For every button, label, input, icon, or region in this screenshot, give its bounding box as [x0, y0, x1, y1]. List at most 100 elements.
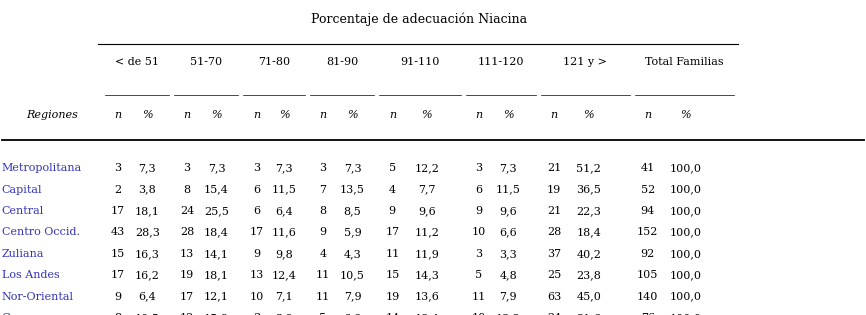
Text: 45,0: 45,0 [577, 292, 601, 302]
Text: n: n [551, 110, 558, 120]
Text: 5: 5 [389, 163, 396, 173]
Text: 6: 6 [253, 206, 260, 216]
Text: Metropolitana: Metropolitana [2, 163, 82, 173]
Text: 13,6: 13,6 [415, 292, 439, 302]
Text: 6,6: 6,6 [500, 227, 517, 238]
Text: 23,8: 23,8 [577, 270, 601, 280]
Text: 18,4: 18,4 [577, 227, 601, 238]
Text: 3: 3 [475, 163, 482, 173]
Text: %: % [279, 110, 289, 120]
Text: n: n [184, 110, 191, 120]
Text: 28: 28 [180, 227, 194, 238]
Text: 11: 11 [316, 292, 330, 302]
Text: 10,5: 10,5 [340, 270, 365, 280]
Text: 3: 3 [475, 249, 482, 259]
Text: 36,5: 36,5 [577, 185, 601, 195]
Text: 7: 7 [320, 185, 326, 195]
Text: 6,4: 6,4 [275, 206, 293, 216]
Text: 28: 28 [547, 227, 561, 238]
Text: 7,3: 7,3 [344, 163, 361, 173]
Text: 19: 19 [547, 185, 561, 195]
Text: 9,8: 9,8 [275, 249, 293, 259]
Text: n: n [644, 110, 651, 120]
Text: 18,1: 18,1 [204, 270, 229, 280]
Text: 9: 9 [475, 206, 482, 216]
Text: Guayana: Guayana [2, 313, 51, 315]
Text: 6: 6 [475, 185, 482, 195]
Text: 105: 105 [637, 270, 658, 280]
Text: 10: 10 [472, 313, 486, 315]
Text: Zuliana: Zuliana [2, 249, 44, 259]
Text: 22,3: 22,3 [577, 206, 601, 216]
Text: 13,5: 13,5 [340, 185, 365, 195]
Text: 6,6: 6,6 [344, 313, 361, 315]
Text: 10,5: 10,5 [135, 313, 159, 315]
Text: 8: 8 [114, 313, 121, 315]
Text: 6: 6 [253, 185, 260, 195]
Text: 14,1: 14,1 [204, 249, 229, 259]
Text: 9,6: 9,6 [418, 206, 436, 216]
Text: 81-90: 81-90 [326, 57, 359, 67]
Text: n: n [320, 110, 326, 120]
Text: 7,9: 7,9 [344, 292, 361, 302]
Text: Central: Central [2, 206, 44, 216]
Text: 21: 21 [547, 163, 561, 173]
Text: 100,0: 100,0 [670, 185, 701, 195]
Text: %: % [584, 110, 594, 120]
Text: 100,0: 100,0 [670, 292, 701, 302]
Text: 11: 11 [472, 292, 486, 302]
Text: 7,3: 7,3 [500, 163, 517, 173]
Text: 9: 9 [389, 206, 396, 216]
Text: n: n [475, 110, 482, 120]
Text: n: n [253, 110, 260, 120]
Text: Capital: Capital [2, 185, 42, 195]
Text: 152: 152 [637, 227, 658, 238]
Text: 8,5: 8,5 [344, 206, 361, 216]
Text: 10: 10 [472, 227, 486, 238]
Text: 100,0: 100,0 [670, 270, 701, 280]
Text: 4: 4 [320, 249, 326, 259]
Text: Porcentaje de adecuación Niacina: Porcentaje de adecuación Niacina [311, 13, 527, 26]
Text: 9: 9 [114, 292, 121, 302]
Text: 17: 17 [111, 206, 125, 216]
Text: 28,3: 28,3 [135, 227, 159, 238]
Text: 71-80: 71-80 [258, 57, 290, 67]
Text: 11,9: 11,9 [415, 249, 439, 259]
Text: 7,3: 7,3 [208, 163, 225, 173]
Text: 9,6: 9,6 [500, 206, 517, 216]
Text: 12: 12 [180, 313, 194, 315]
Text: 3: 3 [114, 163, 121, 173]
Text: 19: 19 [180, 270, 194, 280]
Text: 51-70: 51-70 [190, 57, 223, 67]
Text: 6,4: 6,4 [139, 292, 156, 302]
Text: 92: 92 [641, 249, 655, 259]
Text: 21: 21 [547, 206, 561, 216]
Text: n: n [389, 110, 396, 120]
Text: 7,1: 7,1 [275, 292, 293, 302]
Text: 100,0: 100,0 [670, 249, 701, 259]
Text: 52: 52 [641, 185, 655, 195]
Text: 11,6: 11,6 [272, 227, 296, 238]
Text: 8: 8 [184, 185, 191, 195]
Text: 3,9: 3,9 [275, 313, 293, 315]
Text: 13: 13 [249, 270, 263, 280]
Text: 18,1: 18,1 [135, 206, 159, 216]
Text: %: % [142, 110, 152, 120]
Text: 3: 3 [184, 163, 191, 173]
Text: 13: 13 [180, 249, 194, 259]
Text: 3: 3 [253, 313, 260, 315]
Text: 8: 8 [320, 206, 326, 216]
Text: 17: 17 [180, 292, 194, 302]
Text: %: % [347, 110, 358, 120]
Text: 5: 5 [475, 270, 482, 280]
Text: 24: 24 [547, 313, 561, 315]
Text: 11,5: 11,5 [272, 185, 296, 195]
Text: 31,6: 31,6 [577, 313, 601, 315]
Text: 7,3: 7,3 [275, 163, 293, 173]
Text: Total Familias: Total Familias [645, 57, 723, 67]
Text: Centro Occid.: Centro Occid. [2, 227, 80, 238]
Text: %: % [422, 110, 432, 120]
Text: 12,2: 12,2 [415, 163, 439, 173]
Text: 51,2: 51,2 [577, 163, 601, 173]
Text: 91-110: 91-110 [400, 57, 440, 67]
